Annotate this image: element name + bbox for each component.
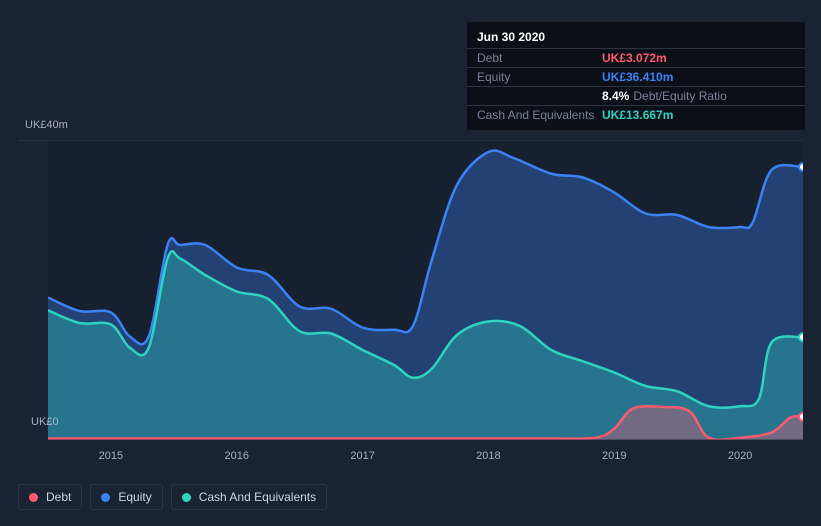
- legend-label: Equity: [118, 490, 151, 504]
- legend-swatch: [29, 493, 38, 502]
- tooltip-label: [477, 89, 602, 103]
- tooltip-ratio: 8.4%Debt/Equity Ratio: [602, 89, 727, 103]
- tooltip-value: UK£13.667m: [602, 108, 673, 122]
- tooltip-row: DebtUK£3.072m: [467, 49, 805, 68]
- x-tick: 2017: [350, 450, 374, 462]
- legend-label: Debt: [46, 490, 71, 504]
- chart-svg: [48, 140, 803, 440]
- legend-item[interactable]: Equity: [90, 484, 162, 510]
- series-end-marker: [799, 163, 803, 171]
- tooltip-row: Cash And EquivalentsUK£13.667m: [467, 106, 805, 124]
- legend-label: Cash And Equivalents: [199, 490, 316, 504]
- y-axis-max: UK£40m: [25, 119, 68, 131]
- x-tick: 2018: [476, 450, 500, 462]
- tooltip-label: Equity: [477, 70, 602, 84]
- tooltip-row: EquityUK£36.410m: [467, 68, 805, 87]
- tooltip-date: Jun 30 2020: [467, 28, 805, 49]
- series-end-marker: [799, 333, 803, 341]
- y-axis-min: UK£0: [31, 416, 59, 428]
- x-tick: 2016: [225, 450, 249, 462]
- series-end-marker: [799, 413, 803, 421]
- tooltip-value: UK£36.410m: [602, 70, 673, 84]
- tooltip-value: UK£3.072m: [602, 51, 667, 65]
- tooltip-label: Debt: [477, 51, 602, 65]
- x-tick: 2020: [728, 450, 752, 462]
- legend-item[interactable]: Cash And Equivalents: [171, 484, 327, 510]
- tooltip-row: 8.4%Debt/Equity Ratio: [467, 87, 805, 106]
- legend: Debt Equity Cash And Equivalents: [18, 484, 327, 510]
- legend-swatch: [101, 493, 110, 502]
- x-axis: 2015 2016 2017 2018 2019 2020: [48, 450, 803, 470]
- chart-tooltip: Jun 30 2020 DebtUK£3.072mEquityUK£36.410…: [467, 22, 805, 130]
- x-tick: 2015: [99, 450, 123, 462]
- legend-item[interactable]: Debt: [18, 484, 82, 510]
- legend-swatch: [182, 493, 191, 502]
- x-tick: 2019: [602, 450, 626, 462]
- tooltip-label: Cash And Equivalents: [477, 108, 602, 122]
